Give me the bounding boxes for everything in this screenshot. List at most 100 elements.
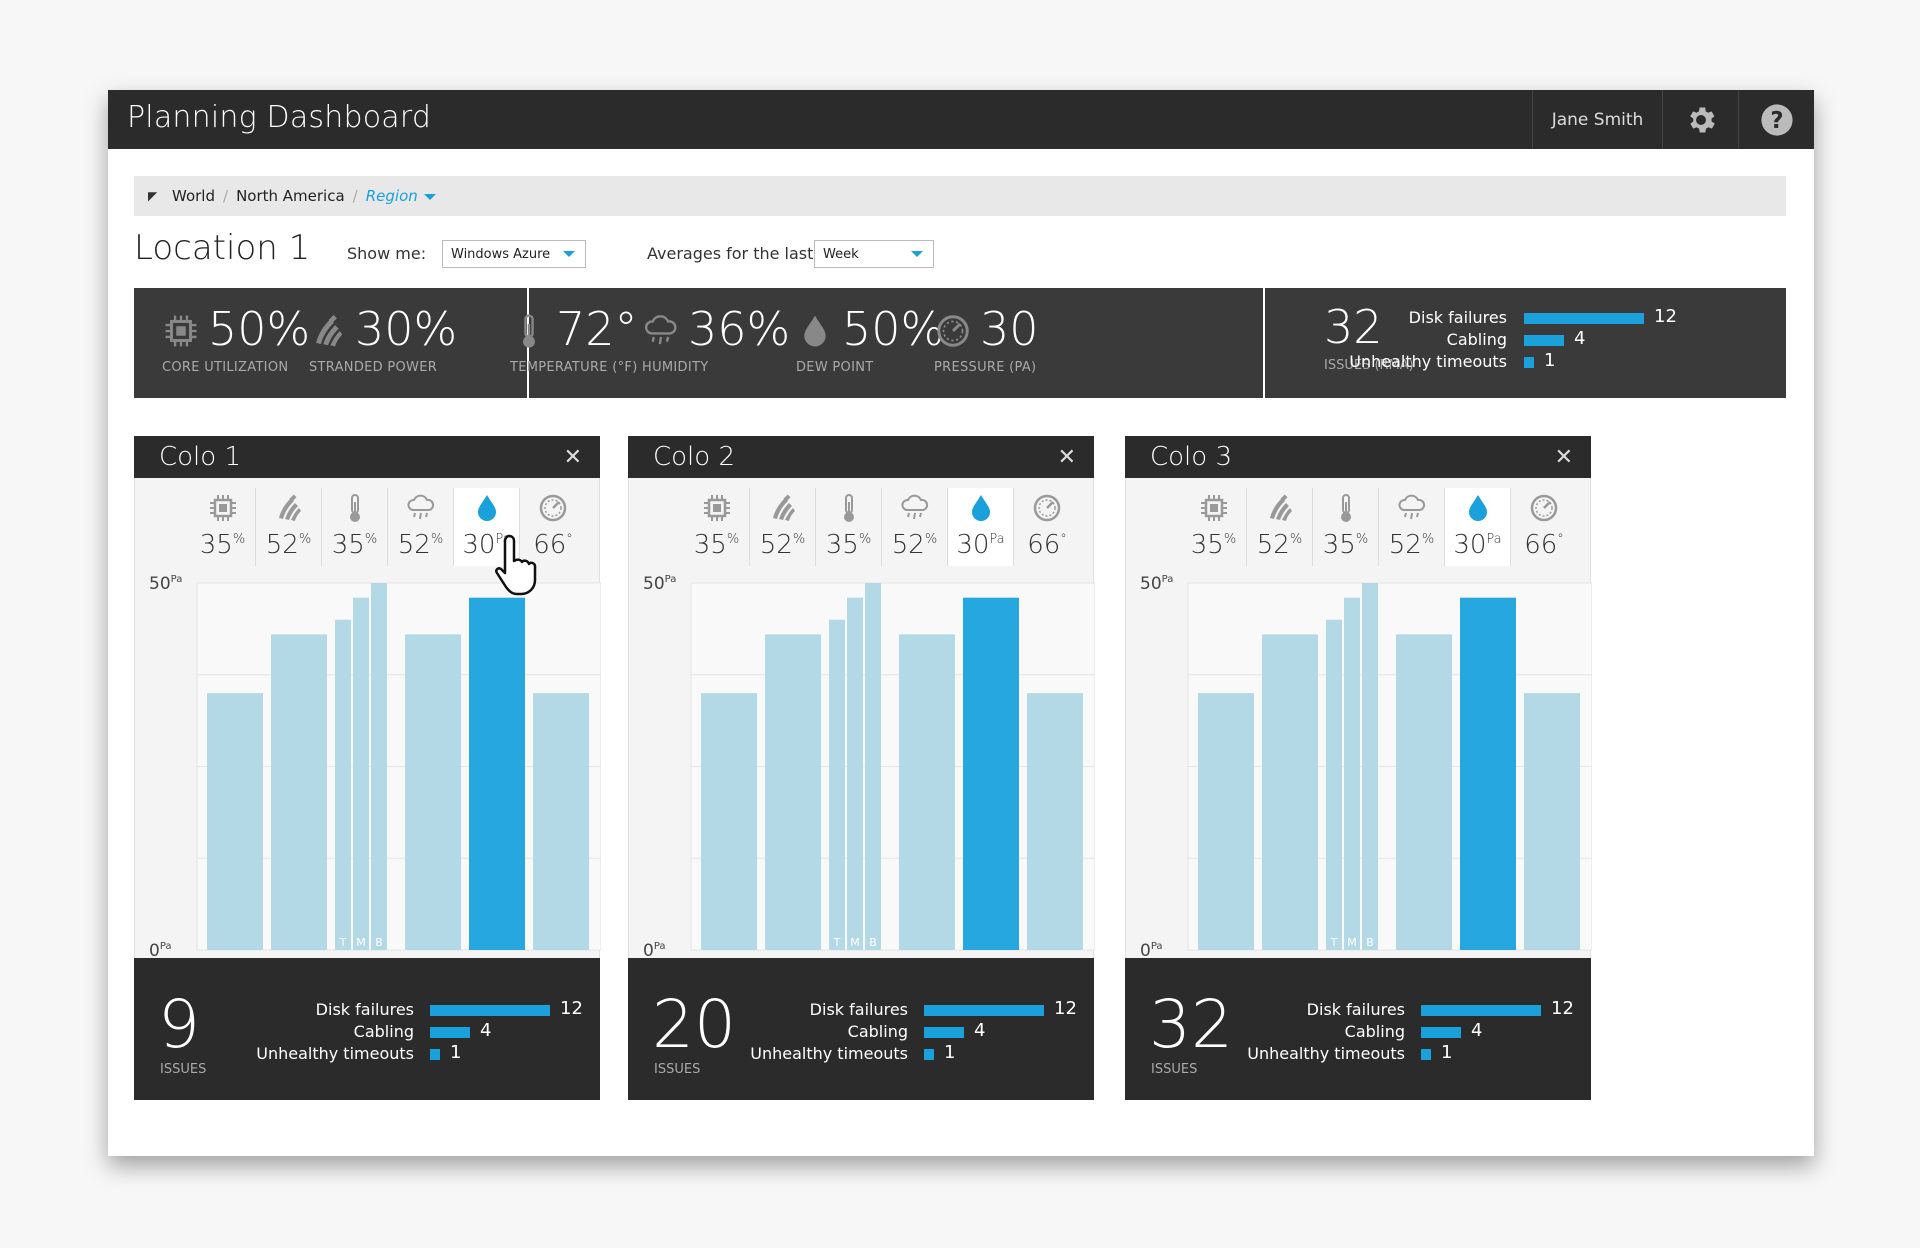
tab-value: 66° [533, 530, 573, 560]
tab-value: 66° [1524, 530, 1564, 560]
chart-bar-m[interactable] [1344, 597, 1360, 950]
colo-header: Colo 2 ✕ [628, 436, 1094, 478]
tab-value: 30Pa [956, 530, 1005, 560]
colo-title: Colo 3 [1150, 442, 1232, 472]
metric-tab[interactable]: 35% [1313, 488, 1379, 566]
breakdown-label: Unhealthy timeouts [1349, 352, 1507, 371]
close-icon[interactable]: ✕ [563, 445, 582, 470]
metric-tab[interactable]: 52% [1247, 488, 1313, 566]
chart-bar[interactable] [1524, 693, 1580, 950]
breakdown-value: 1 [1441, 1042, 1453, 1063]
breakdown-label: Unhealthy timeouts [750, 1044, 908, 1063]
help-icon: ? [1760, 103, 1793, 136]
metric-tabs: 35% 52% 35% 52% 30Pa 66° [684, 488, 1080, 566]
power-icon [767, 492, 799, 524]
divider [1263, 288, 1265, 398]
thermometer-icon [1330, 492, 1362, 524]
bar-sub-label: T [1330, 936, 1338, 949]
chart-bar[interactable] [1198, 693, 1254, 950]
chart-bar-b[interactable] [1362, 583, 1378, 950]
collapse-icon[interactable]: ◤ [148, 189, 158, 203]
metric-tab[interactable]: 35% [1181, 488, 1247, 566]
tab-value: 35% [1322, 530, 1369, 560]
metric-tab[interactable]: 52% [1379, 488, 1445, 566]
chart-bar[interactable] [899, 634, 955, 950]
colo-panel: Colo 3 ✕ 35% 52% 35% 52% 30Pa 66° 0Pa 50Pa T M B 32 IS… [1125, 436, 1592, 1100]
metric-label: STRANDED POWER [309, 360, 438, 375]
close-icon[interactable]: ✕ [1554, 445, 1573, 470]
metric-tab[interactable]: 30Pa [948, 488, 1014, 566]
colo-footer: 32 ISSUES Disk failures 12 Cabling 4 Unhealthy… [1125, 958, 1591, 1100]
chart-bar[interactable] [271, 634, 327, 950]
chart-bar[interactable] [405, 634, 461, 950]
breakdown-label: Unhealthy timeouts [256, 1044, 414, 1063]
bar-sub-label: B [869, 936, 877, 949]
breakdown-bar [924, 1005, 1044, 1016]
breadcrumb-north-america[interactable]: North America [236, 187, 345, 205]
tab-value: 52% [397, 530, 444, 560]
help-button[interactable]: ? [1738, 90, 1814, 149]
breakdown-value: 1 [450, 1042, 462, 1063]
bar-sub-label: M [356, 936, 366, 949]
metric-tab[interactable]: 35% [684, 488, 750, 566]
breakdown-value: 4 [974, 1020, 986, 1041]
metric-tab[interactable]: 35% [190, 488, 256, 566]
chart-bar-t[interactable] [1326, 619, 1342, 950]
chart-bar[interactable] [207, 693, 263, 950]
colo-title: Colo 1 [159, 442, 241, 472]
chart-bar-highlighted[interactable] [1460, 597, 1516, 950]
metric-tab[interactable]: 52% [750, 488, 816, 566]
summary-metric-humidity: 36% HUMIDITY [642, 306, 790, 375]
chart-bar[interactable] [765, 634, 821, 950]
summary-metric-core-utilization: 50% CORE UTILIZATION [162, 306, 310, 375]
close-icon[interactable]: ✕ [1057, 445, 1076, 470]
breakdown-bar [1524, 335, 1564, 346]
metric-tab[interactable]: 52% [388, 488, 454, 566]
user-name-button[interactable]: Jane Smith [1532, 90, 1662, 149]
breadcrumb-region-dropdown[interactable]: Region [366, 187, 436, 205]
chart-bar-t[interactable] [829, 619, 845, 950]
summary-metric-stranded-power: 30% STRANDED POWER [309, 306, 457, 375]
metric-tab[interactable]: 35% [816, 488, 882, 566]
chip-icon [162, 312, 200, 350]
settings-button[interactable] [1662, 90, 1738, 149]
bar-sub-label: M [1347, 936, 1357, 949]
metric-tab[interactable]: 66° [1511, 488, 1577, 566]
show-me-select[interactable]: Windows Azure [442, 240, 586, 268]
metric-tab[interactable]: 52% [256, 488, 322, 566]
colo-footer: 9 ISSUES Disk failures 12 Cabling 4 Unhealthy … [134, 958, 600, 1100]
metric-tab[interactable]: 66° [520, 488, 586, 566]
breadcrumb-region-label: Region [365, 187, 418, 205]
cloud-rain-icon [405, 492, 437, 524]
chart-bar-b[interactable] [865, 583, 881, 950]
tab-value: 35% [199, 530, 246, 560]
metric-tab[interactable]: 30Pa [1445, 488, 1511, 566]
averages-select[interactable]: Week [814, 240, 934, 268]
chart-bar[interactable] [701, 693, 757, 950]
metric-tabs: 35% 52% 35% 52% 30Pa 66° [1181, 488, 1577, 566]
chart-bar[interactable] [1262, 634, 1318, 950]
chart-bar-t[interactable] [335, 619, 351, 950]
colo-footer: 20 ISSUES Disk failures 12 Cabling 4 Unhealthy… [628, 958, 1094, 1100]
chart-bar-m[interactable] [353, 597, 369, 950]
chevron-down-icon [423, 193, 436, 200]
metric-value: 30% [355, 302, 458, 356]
colo-issues-count: 9 [158, 986, 200, 1063]
metric-label: DEW POINT [796, 360, 874, 375]
breakdown-bar [1524, 357, 1534, 368]
metric-tab[interactable]: 35% [322, 488, 388, 566]
breadcrumb-world[interactable]: World [172, 187, 215, 205]
metric-label: CORE UTILIZATION [162, 360, 289, 375]
chart-bar-m[interactable] [847, 597, 863, 950]
chart-bar[interactable] [1027, 693, 1083, 950]
metric-tab[interactable]: 66° [1014, 488, 1080, 566]
chart-bar-highlighted[interactable] [963, 597, 1019, 950]
chart-bar-b[interactable] [371, 583, 387, 950]
breakdown-label: Cabling [847, 1022, 908, 1041]
chart-bar-highlighted[interactable] [469, 597, 525, 950]
chart-bar[interactable] [533, 693, 589, 950]
metric-tab[interactable]: 52% [882, 488, 948, 566]
tab-value: 35% [331, 530, 378, 560]
breakdown-label: Disk failures [809, 1000, 908, 1019]
chart-bar[interactable] [1396, 634, 1452, 950]
